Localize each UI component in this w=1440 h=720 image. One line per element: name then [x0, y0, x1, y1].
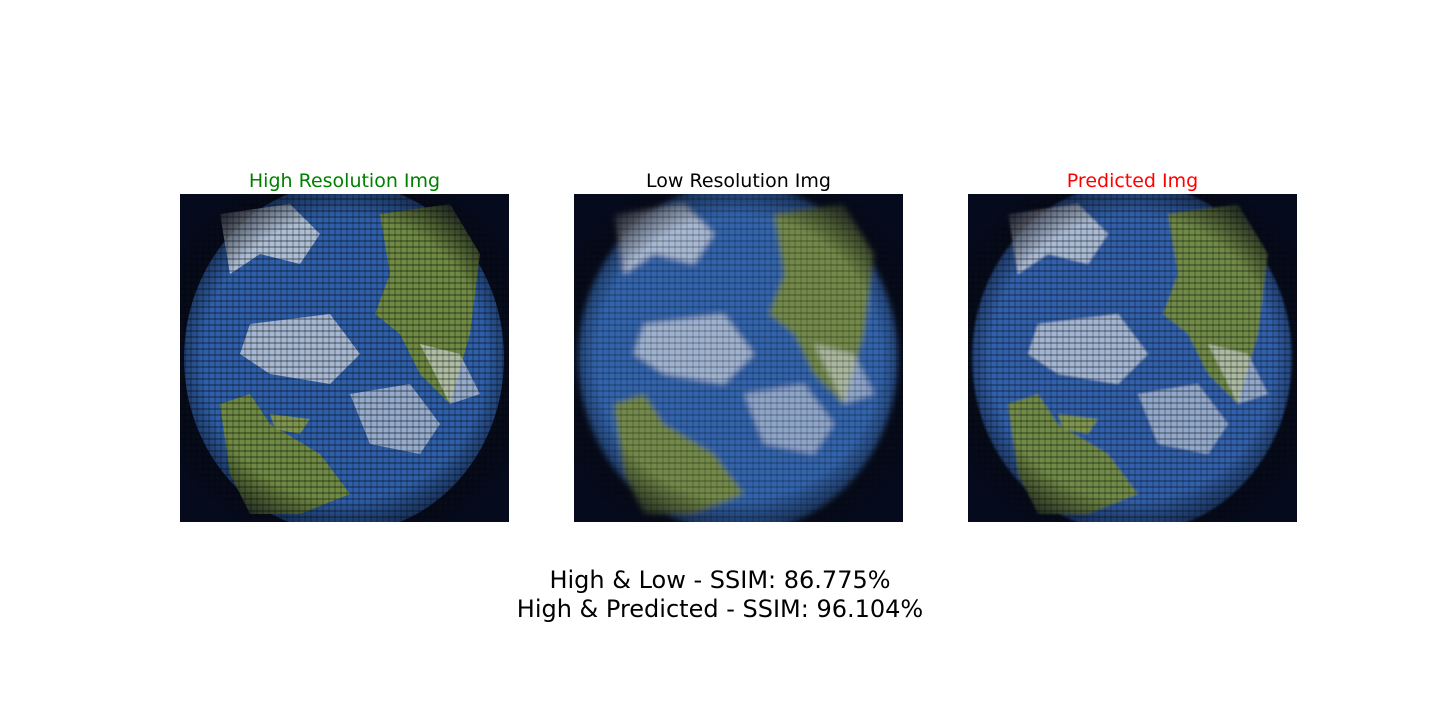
globe-image-predicted [968, 194, 1297, 522]
low-resolution-image [574, 194, 903, 522]
globe-image-high [180, 194, 509, 522]
ssim-high-low: High & Low - SSIM: 86.775% [549, 566, 891, 594]
predicted-title: Predicted Img [1066, 170, 1199, 192]
high-resolution-title: High Resolution Img [248, 170, 441, 192]
high-resolution-image [180, 194, 509, 522]
ssim-high-predicted: High & Predicted - SSIM: 96.104% [516, 595, 924, 623]
ssim-caption: High & Low - SSIM: 86.775% High & Predic… [420, 566, 1020, 624]
predicted-image [968, 194, 1297, 522]
low-resolution-title: Low Resolution Img [646, 170, 831, 192]
globe-image-low [574, 194, 903, 522]
